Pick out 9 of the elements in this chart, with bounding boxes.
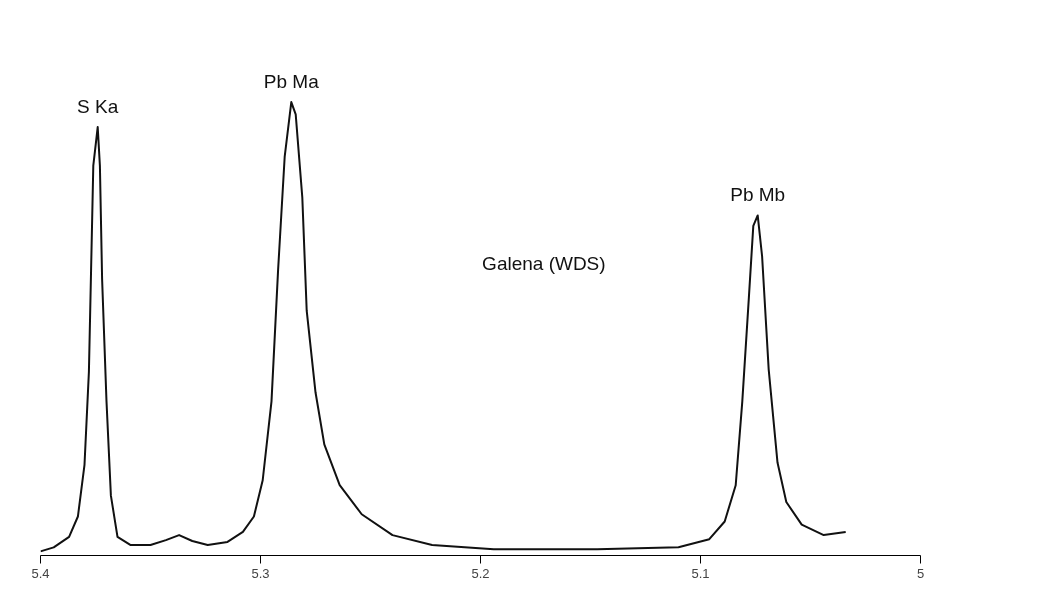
- x-tick-label: 5.2: [471, 565, 490, 581]
- annotation: Pb Ma: [263, 71, 320, 93]
- annotation: Galena (WDS): [482, 253, 606, 275]
- annotation: Pb Mb: [730, 184, 786, 206]
- x-tick-label: 5.1: [691, 565, 710, 581]
- x-tick-label: 5.3: [251, 565, 270, 581]
- annotation: S Ka: [77, 96, 119, 118]
- x-tick-label: 5.4: [31, 565, 50, 581]
- x-tick-label: 5: [916, 565, 925, 581]
